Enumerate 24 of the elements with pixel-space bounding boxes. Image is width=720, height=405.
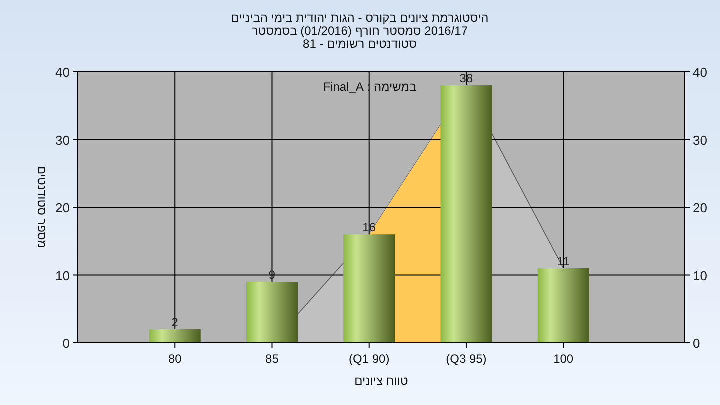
y-tick-label: 0 — [62, 336, 70, 351]
y-tick-label: 20 — [56, 200, 70, 216]
annotation: במשימה : Final_A — [323, 80, 417, 94]
y2-tick-label: 30 — [693, 132, 708, 148]
bar — [149, 329, 201, 343]
x-tick-label: (Q3 95) — [446, 352, 487, 366]
chart-subtitle: 2016/17 סמסטר חורף (01/2016) בסמסטר — [252, 24, 468, 38]
x-tick-label: 100 — [554, 352, 574, 366]
x-tick-label: 85 — [266, 352, 280, 366]
text: סטודנטים רשומים - 81 — [303, 37, 418, 51]
y2-tick-label: 40 — [693, 65, 708, 80]
y2-tick-label: 10 — [693, 268, 708, 284]
x-axis-title: טווח ציונים — [354, 374, 409, 388]
y-tick-label: 30 — [56, 132, 70, 148]
x-tick-label: (Q1 90) — [349, 352, 390, 366]
y-axis-title: מספר סטודנטים — [35, 166, 49, 249]
bar — [246, 282, 298, 343]
y-tick-label: 40 — [56, 65, 70, 80]
y-tick-label: 10 — [56, 268, 70, 284]
bar — [538, 268, 590, 343]
chart-title: היסטוגרמת ציונים בקורס - הגות יהודית בימי הביניים — [231, 11, 489, 25]
x-tick-label: 80 — [168, 352, 182, 366]
y2-tick-label: 20 — [693, 200, 708, 216]
y2-tick-label: 0 — [693, 336, 700, 351]
